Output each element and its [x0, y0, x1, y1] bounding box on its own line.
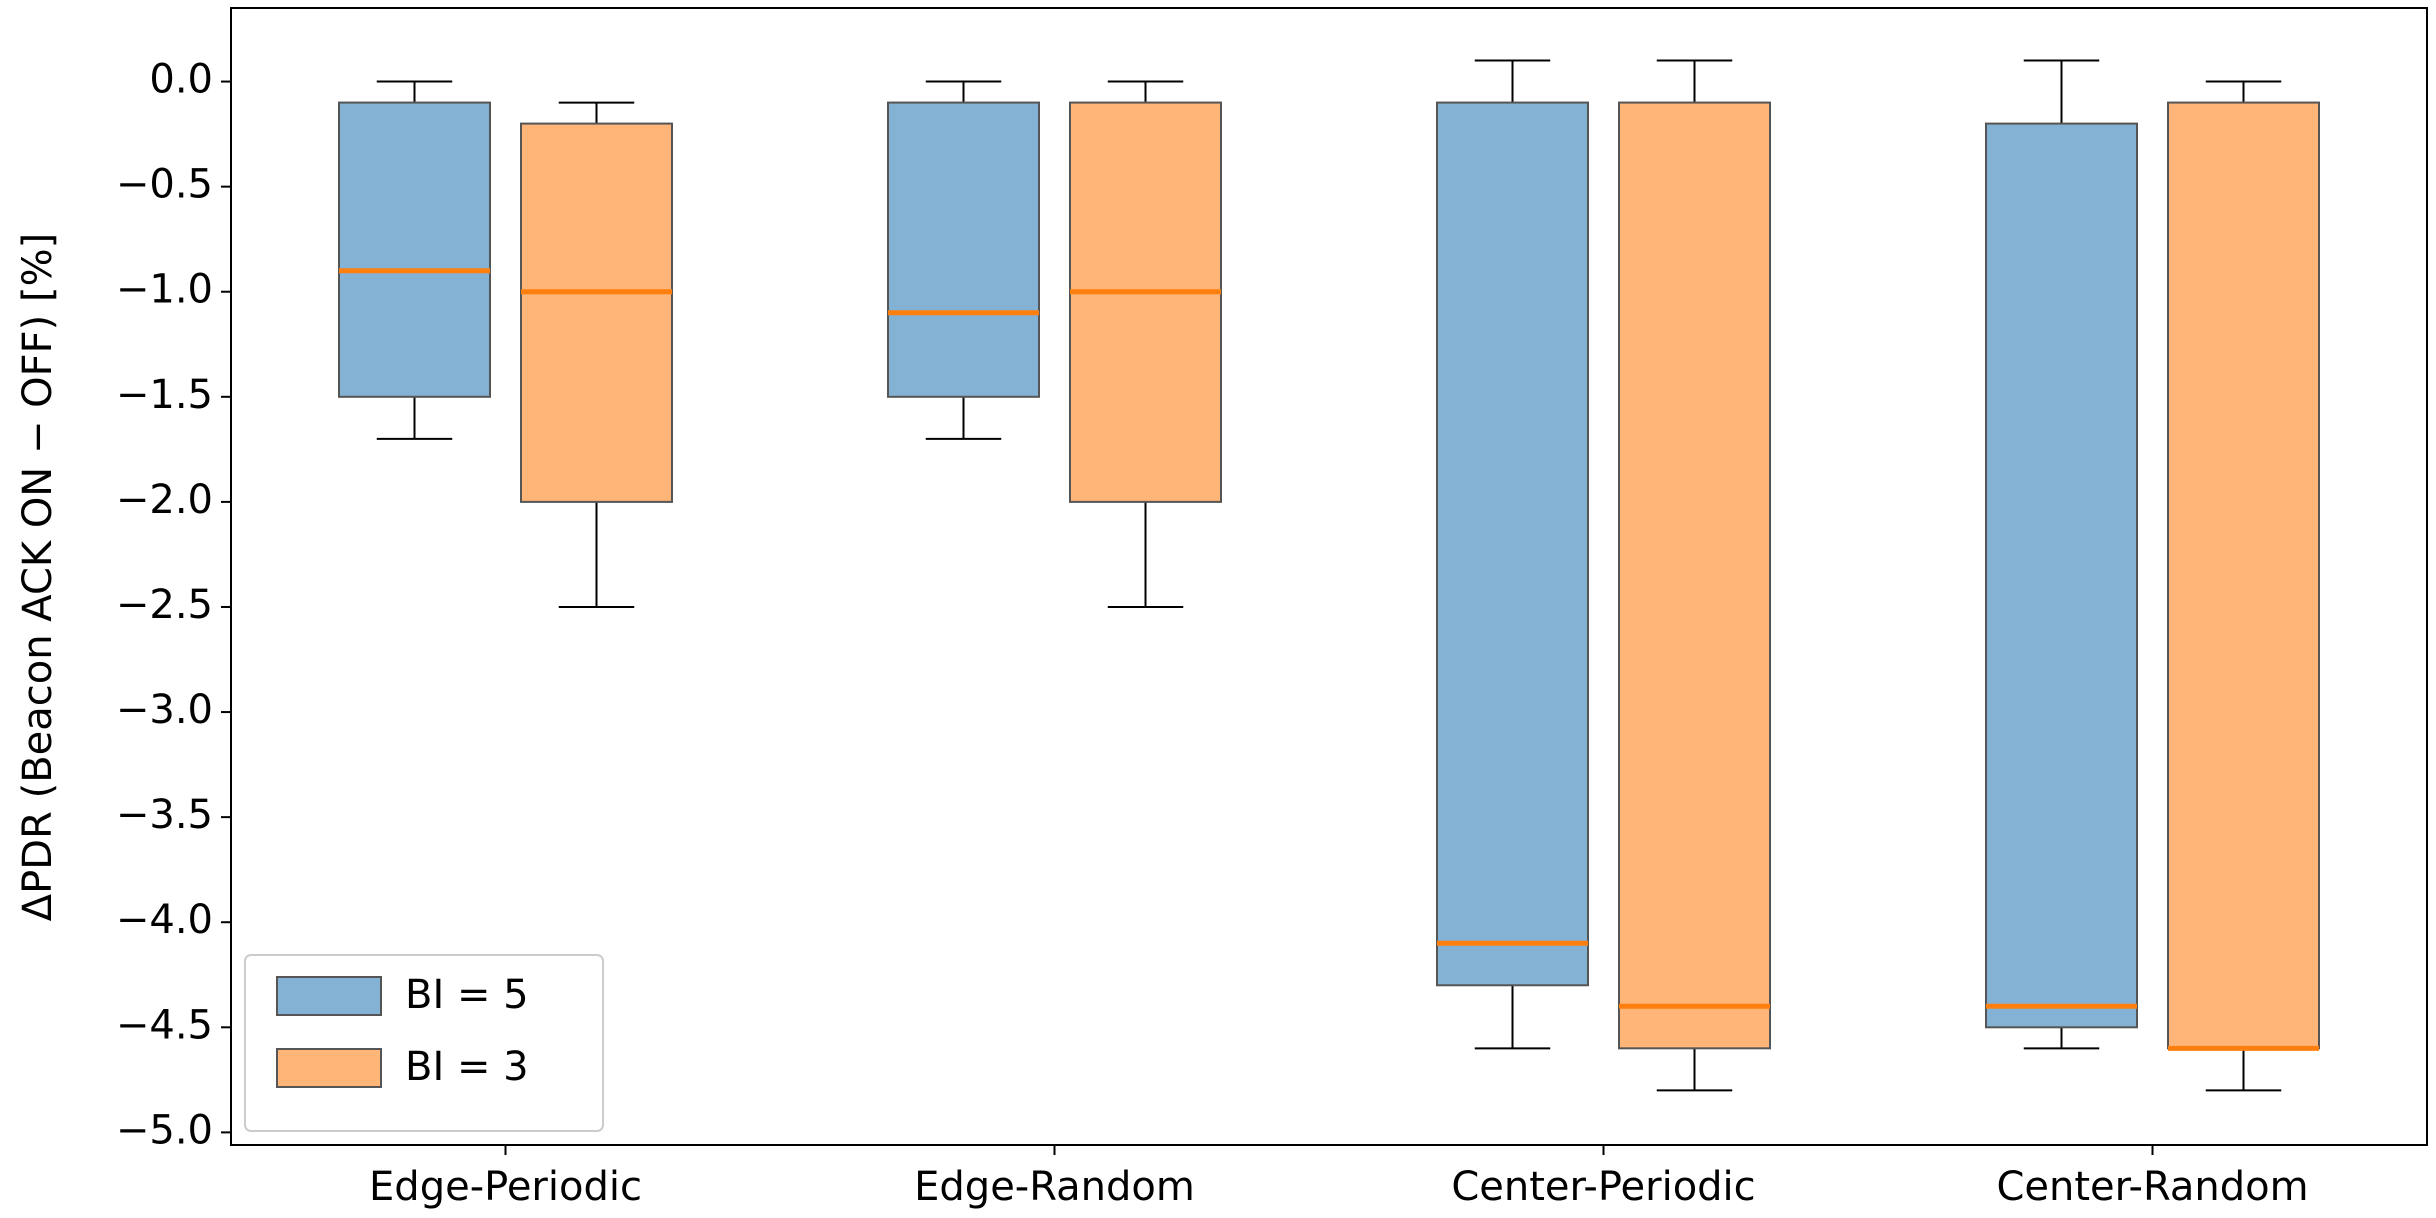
- box: [1436, 101, 1589, 987]
- x-tick-label: Edge-Random: [914, 1164, 1195, 1210]
- plot-frame: [230, 7, 2428, 1146]
- box: [2167, 101, 2320, 1050]
- y-axis-label: ΔPDR (Beacon ACK ON − OFF) [%]: [15, 233, 61, 921]
- legend-swatch: [276, 976, 382, 1016]
- y-tick-label: −3.5: [116, 792, 213, 838]
- y-tick-label: −2.0: [116, 477, 213, 523]
- y-tick-label: −5.0: [116, 1107, 213, 1153]
- x-tick-label: Center-Periodic: [1451, 1164, 1755, 1210]
- y-tick-label: −4.0: [116, 897, 213, 943]
- box: [1985, 122, 2138, 1029]
- x-tick-label: Edge-Periodic: [369, 1164, 642, 1210]
- legend-label: BI = 3: [405, 1044, 529, 1090]
- x-tick-label: Center-Random: [1996, 1164, 2308, 1210]
- y-tick-label: −3.0: [116, 687, 213, 733]
- box: [520, 122, 673, 503]
- legend-swatch: [276, 1048, 382, 1088]
- y-tick-label: −4.5: [116, 1002, 213, 1048]
- y-tick-label: −2.5: [116, 582, 213, 628]
- y-tick-label: −0.5: [116, 162, 213, 208]
- legend-label: BI = 5: [405, 972, 529, 1018]
- y-tick-label: −1.0: [116, 267, 213, 313]
- box: [1618, 101, 1771, 1050]
- y-tick-label: −1.5: [116, 372, 213, 418]
- box: [338, 101, 491, 398]
- box: [1069, 101, 1222, 503]
- y-tick-label: 0.0: [149, 57, 213, 103]
- box: [887, 101, 1040, 398]
